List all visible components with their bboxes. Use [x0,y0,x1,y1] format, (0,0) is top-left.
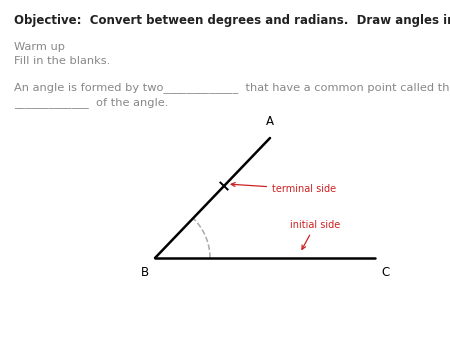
Text: Objective:  Convert between degrees and radians.  Draw angles in standard form.: Objective: Convert between degrees and r… [14,14,450,27]
Text: Warm up: Warm up [14,42,65,52]
Text: C: C [381,266,389,279]
Text: Fill in the blanks.: Fill in the blanks. [14,56,110,66]
Text: An angle is formed by two_____________  that have a common point called the: An angle is formed by two_____________ t… [14,82,450,93]
Text: A: A [266,115,274,128]
Text: _____________  of the angle.: _____________ of the angle. [14,97,168,108]
Text: initial side: initial side [290,220,340,249]
Text: B: B [141,266,149,279]
Text: terminal side: terminal side [231,183,336,194]
